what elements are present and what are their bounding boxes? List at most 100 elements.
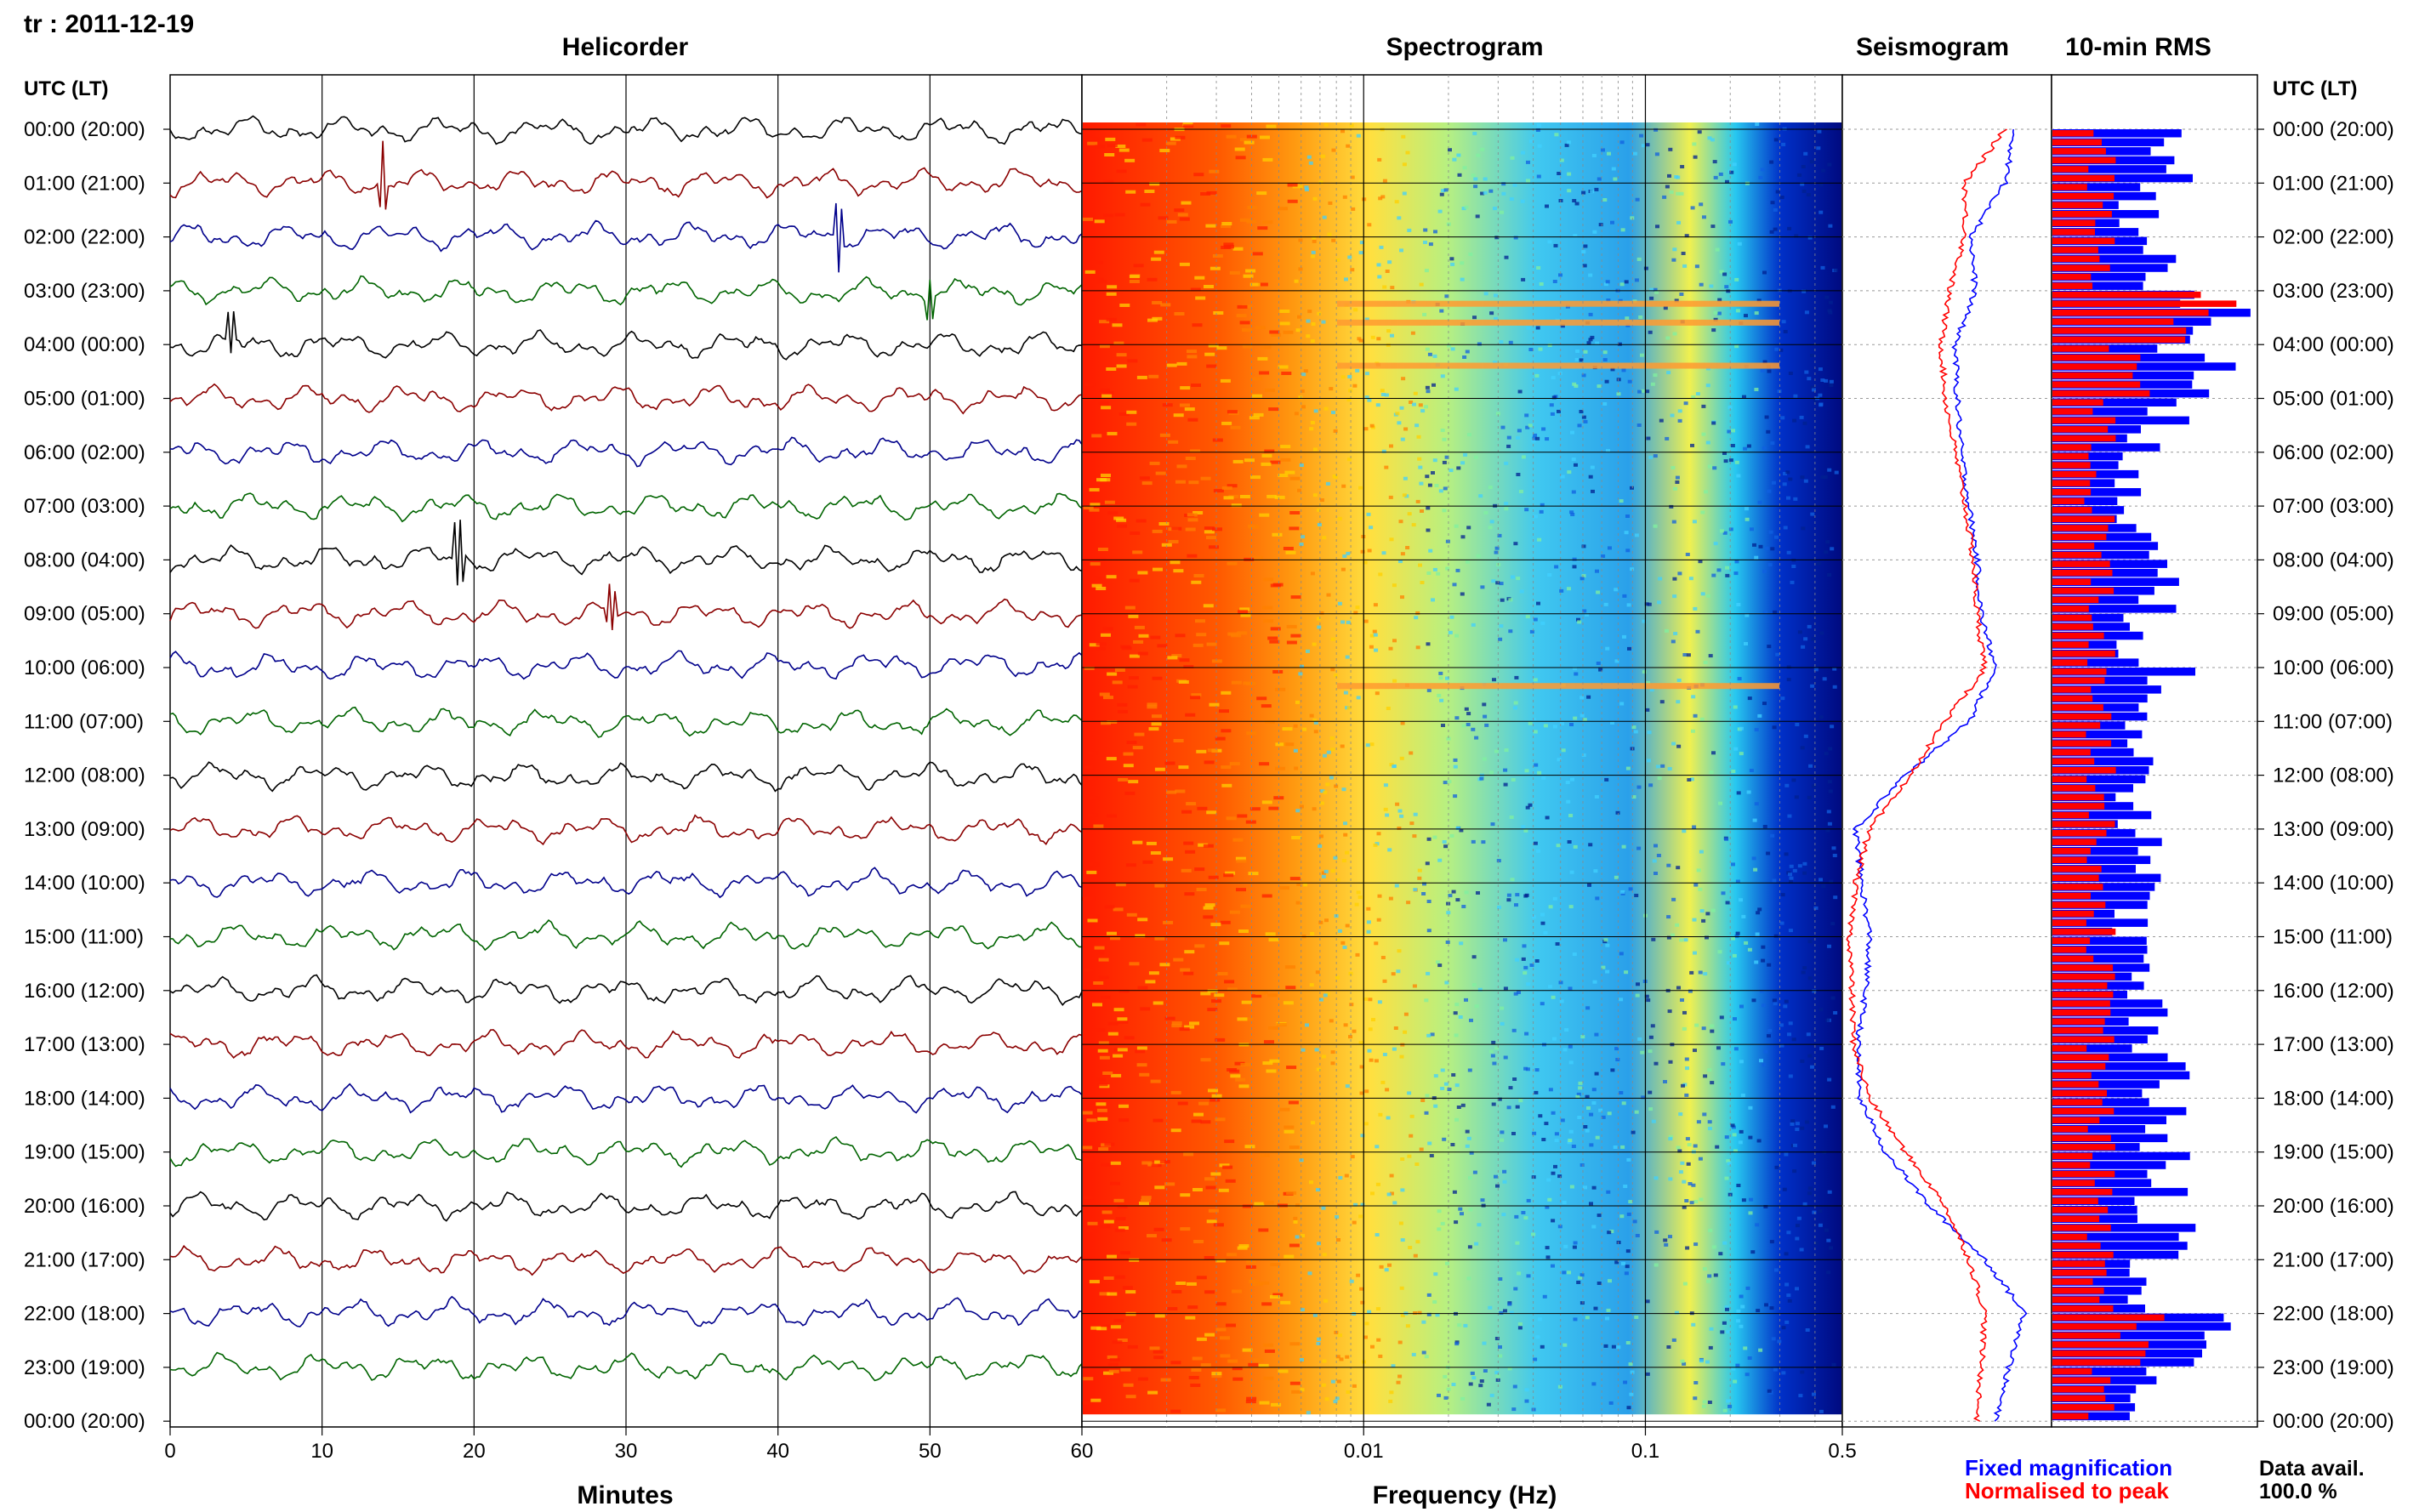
spectrogram-cell	[1323, 1299, 1329, 1303]
rms-bar-fixed	[2052, 577, 2179, 586]
spectrogram-cell	[1227, 987, 1238, 992]
spectrogram-cell	[1588, 843, 1593, 847]
spectrogram-cell	[1192, 511, 1204, 514]
spectrogram-cell	[1379, 245, 1384, 249]
rms-bar-normalised	[2052, 345, 2109, 352]
spectrogram-cell	[1266, 1069, 1277, 1073]
spectrogram-cell	[1243, 1017, 1254, 1021]
spectrogram-cell	[1651, 937, 1656, 941]
spectrogram-cell	[1663, 1238, 1668, 1242]
spectrogram-cell	[1118, 412, 1130, 416]
spectrogram-cell	[1113, 1008, 1124, 1012]
spectrogram-cell	[1392, 765, 1397, 769]
spectrogram-cell	[1129, 280, 1140, 283]
spectrogram-cell	[1159, 149, 1170, 152]
minute-tick-label: 30	[615, 1440, 638, 1463]
spectrogram-cell	[1516, 435, 1521, 440]
spectrogram-cell	[1573, 1241, 1578, 1245]
spectrogram-cell	[1375, 403, 1380, 407]
spectrogram-cell	[1443, 188, 1449, 192]
spectrogram-cell	[1376, 337, 1381, 341]
spectrogram-cell	[1380, 393, 1386, 396]
spectrogram-cell	[1508, 598, 1513, 602]
spectrogram-narrowband-line	[1337, 319, 1779, 326]
spectrogram-cell	[1099, 344, 1110, 349]
time-label-left: 20:00 (16:00)	[24, 1195, 145, 1218]
spectrogram-cell	[1801, 289, 1807, 293]
helicorder-trace	[169, 1351, 1083, 1382]
spectrogram-cell	[1743, 446, 1748, 451]
spectrogram-cell	[1459, 828, 1464, 833]
spectrogram-cell	[1698, 560, 1703, 564]
spectrogram-cell	[1677, 571, 1682, 576]
spectrogram-cell	[1719, 1015, 1724, 1020]
spectrogram-cell	[1449, 257, 1454, 261]
spectrogram-cell	[1262, 1061, 1273, 1066]
spectrogram-cell	[1586, 695, 1591, 699]
spectrogram-cell	[1491, 579, 1496, 583]
spectrogram-cell	[1489, 311, 1494, 315]
spectrogram-cell	[1312, 1313, 1318, 1317]
spectrogram-cell	[1400, 437, 1405, 441]
spectrogram-cell	[1819, 183, 1824, 187]
spectrogram-cell	[1289, 526, 1300, 531]
spectrogram-cell	[1196, 1337, 1207, 1341]
spectrogram-cell	[1441, 189, 1446, 193]
spectrogram-cell	[1106, 575, 1117, 579]
spectrogram-cell	[1301, 1048, 1306, 1052]
spectrogram-cell	[1422, 882, 1426, 886]
spectrogram-cell	[1601, 1115, 1606, 1119]
spectrogram-cell	[1545, 1246, 1550, 1250]
spectrogram-cell	[1760, 168, 1765, 172]
spectrogram-cell	[1234, 1061, 1245, 1066]
spectrogram-cell	[1458, 1015, 1463, 1019]
spectrogram-cell	[1106, 367, 1117, 371]
spectrogram-cell	[1494, 236, 1500, 240]
helicorder-trace	[169, 520, 1083, 586]
spectrogram-cell	[1186, 802, 1197, 806]
rms-bar-normalised	[2052, 525, 2109, 531]
spectrogram-cell	[1392, 583, 1397, 588]
spectrogram-cell	[1439, 309, 1444, 313]
spectrogram-cell	[1211, 1094, 1222, 1098]
rms-bar-fixed	[2052, 1187, 2188, 1197]
spectrogram-cell	[1633, 730, 1638, 734]
spectrogram-cell	[1117, 1048, 1128, 1052]
spectrogram-cell	[1312, 239, 1317, 243]
spectrogram-cell	[1432, 835, 1437, 839]
spectrogram-cell	[1417, 868, 1422, 873]
spectrogram-cell	[1089, 862, 1100, 867]
spectrogram-cell	[1724, 837, 1729, 841]
spectrogram-cell	[1671, 1338, 1676, 1342]
spectrogram-cell	[1137, 918, 1148, 922]
spectrogram-cell	[1813, 398, 1818, 402]
spectrogram-cell	[1385, 270, 1390, 273]
spectrogram-cell	[1722, 1241, 1727, 1245]
rms-bar-normalised	[2052, 551, 2102, 559]
spectrogram-cell	[1749, 769, 1754, 772]
spectrogram-cell	[1562, 1201, 1567, 1204]
spectrogram-cell	[1577, 423, 1582, 428]
spectrogram-cell	[1622, 634, 1626, 639]
spectrogram-cell	[1248, 1362, 1259, 1367]
spectrogram-cell	[1630, 216, 1635, 220]
spectrogram-cell	[1585, 1006, 1591, 1010]
rms-bar-normalised	[2052, 381, 2141, 388]
spectrogram-cell	[1388, 1399, 1393, 1403]
spectrogram-cell	[1084, 765, 1095, 770]
spectrogram-cell	[1346, 458, 1352, 462]
spectrogram-cell	[1691, 1322, 1696, 1327]
spectrogram-cell	[1311, 254, 1316, 259]
spectrogram-cell	[1441, 724, 1445, 727]
spectrogram-cell	[1521, 1211, 1526, 1214]
rms-bar-normalised	[2052, 130, 2094, 137]
spectrogram-cell	[1148, 374, 1159, 378]
spectrogram-cell	[1620, 228, 1625, 232]
rms-bar-normalised	[2052, 273, 2092, 281]
time-label-left: 12:00 (08:00)	[24, 765, 145, 787]
spectrogram-cell	[1805, 1120, 1810, 1124]
spectrogram-cell	[1425, 347, 1430, 351]
spectrogram-cell	[1593, 869, 1598, 873]
spectrogram-cell	[1192, 643, 1204, 647]
spectrogram-cell	[1394, 200, 1399, 204]
